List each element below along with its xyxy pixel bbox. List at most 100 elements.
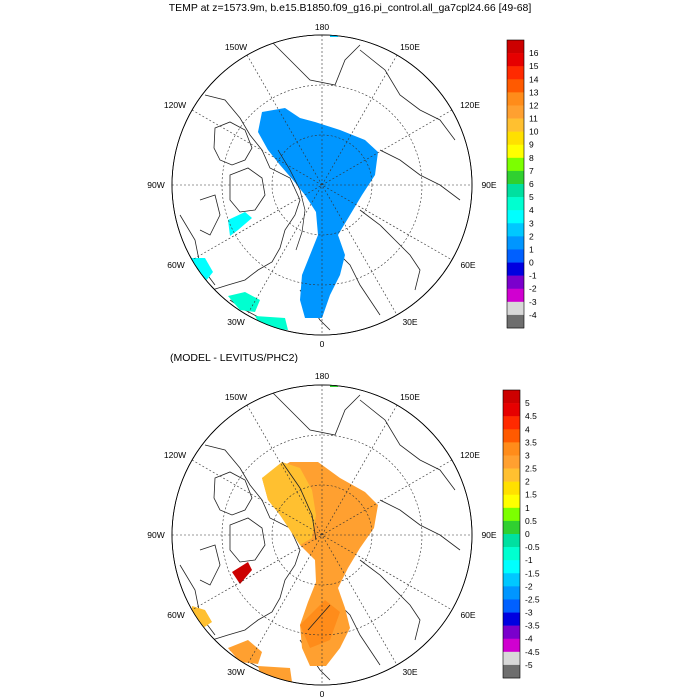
top-colorbar-label: 9: [529, 140, 534, 150]
top-colorbar-swatch: [507, 236, 524, 250]
top-colorbar-swatch: [507, 131, 524, 146]
top-colorbar-label: 16: [529, 48, 539, 58]
top-colorbar-swatch: [507, 105, 524, 119]
bottom-lon-30e: 30E: [402, 667, 417, 677]
bottom-colorbar-swatch: [503, 455, 520, 469]
bottom-irminger-field-b: [258, 666, 292, 682]
top-colorbar-swatch: [507, 249, 524, 263]
top-graticule: [172, 35, 472, 335]
bottom-colorbar-label: 1.5: [525, 490, 537, 500]
top-baffin-bay-field: [228, 212, 252, 236]
top-colorbar-label: -2: [529, 284, 537, 294]
top-colorbar-swatch: [507, 170, 524, 185]
bottom-colorbar-label: 2.5: [525, 464, 537, 474]
top-colorbar-swatch: [507, 314, 524, 329]
bottom-colorbar-swatch: [503, 651, 520, 666]
bottom-colorbar-swatch: [503, 534, 520, 548]
top-colorbar-label: -1: [529, 271, 537, 281]
bottom-canada-basin-warm-field: [262, 462, 316, 545]
top-lon-60w: 60W: [167, 260, 184, 270]
bottom-lon-150e: 150E: [400, 392, 420, 402]
bottom-colorbar-label: 4.5: [525, 411, 537, 421]
bottom-colorbar-label: -0.5: [525, 542, 540, 552]
top-colorbar-label: 1: [529, 244, 534, 254]
bottom-colorbar: 5 4.5 4 3.5 3 2.5 2 1.5 1 0.5 0 -0.5 -1 -1.5 -2 -2.5 -3 -…: [502, 389, 540, 679]
top-colorbar-label: 5: [529, 192, 534, 202]
bottom-lon-90w: 90W: [147, 530, 164, 540]
plot-title: TEMP at z=1573.9m, b.e15.B1850.f09_g16.p…: [168, 2, 532, 14]
bottom-colorbar-swatch: [503, 612, 520, 626]
bottom-polar-map: 180 150W 150E 120W 120E 90W 90E 60W 60E …: [147, 371, 497, 699]
top-colorbar-label: 0: [529, 258, 534, 268]
bottom-colorbar-label: 0.5: [525, 516, 537, 526]
top-colorbar-swatch: [507, 66, 524, 80]
top-colorbar-label: 2: [529, 231, 534, 241]
bottom-contour-a: [281, 461, 317, 541]
top-colorbar-label: -3: [529, 297, 537, 307]
bottom-colorbar-swatch: [503, 468, 520, 482]
bottom-colorbar-swatch: [503, 416, 520, 430]
top-irminger-field-b: [255, 316, 288, 330]
top-lon-0: 0: [320, 339, 325, 349]
bottom-colorbar-label: -2.5: [525, 594, 540, 604]
bottom-colorbar-label: -4.5: [525, 647, 540, 657]
bottom-norwegian-sea-field: [300, 600, 340, 648]
bottom-colorbar-swatch: [503, 638, 520, 653]
bottom-colorbar-label: 5: [525, 398, 530, 408]
top-colorbar-label: 11: [529, 114, 538, 124]
bottom-colorbar-swatch: [503, 507, 520, 522]
top-colorbar-label: 10: [529, 127, 539, 137]
top-colorbar-label: 7: [529, 166, 534, 176]
top-lon-60e: 60E: [460, 260, 475, 270]
bottom-lon-60w: 60W: [167, 610, 184, 620]
top-lon-180: 180: [315, 22, 329, 32]
bottom-baffin-bay-field: [232, 562, 252, 584]
bottom-colorbar-swatch: [503, 520, 520, 535]
bottom-colorbar-label: -1.5: [525, 568, 540, 578]
bottom-lon-150w: 150W: [225, 392, 247, 402]
top-colorbar-border: [506, 39, 525, 329]
bottom-lon-90e: 90E: [481, 530, 496, 540]
top-colorbar-label: 12: [529, 100, 539, 110]
top-colorbar-swatch: [507, 53, 524, 67]
top-colorbar-label: 8: [529, 153, 534, 163]
top-lon-120e: 120E: [460, 100, 480, 110]
bottom-lon-0: 0: [320, 689, 325, 699]
bottom-colorbar-label: 0: [525, 529, 530, 539]
bottom-colorbar-swatch: [503, 599, 520, 613]
bottom-colorbar-swatch: [503, 573, 520, 587]
top-arctic-ocean-field: [258, 108, 378, 318]
bottom-colorbar-swatch: [503, 403, 520, 417]
bottom-colorbar-swatch: [503, 429, 520, 443]
top-lon-30w: 30W: [227, 317, 244, 327]
top-colorbar-swatch: [507, 92, 524, 106]
bottom-lon-30w: 30W: [227, 667, 244, 677]
top-colorbar-swatch: [507, 144, 524, 159]
bottom-colorbar-swatch: [503, 586, 520, 600]
top-colorbar-swatch: [507, 197, 524, 211]
top-colorbar-swatch: [507, 184, 524, 198]
bottom-lon-60e: 60E: [460, 610, 475, 620]
bottom-graticule: [172, 385, 472, 685]
bottom-colorbar-label: 2: [525, 477, 530, 487]
top-colorbar-swatch: [507, 210, 524, 224]
top-lon-30e: 30E: [402, 317, 417, 327]
bottom-colorbar-label: -3: [525, 608, 533, 618]
top-colorbar-swatch: [507, 223, 524, 237]
top-colorbar-swatch: [507, 118, 524, 132]
top-colorbar-swatch: [507, 157, 524, 172]
bottom-colorbar-label: -4: [525, 634, 533, 644]
top-colorbar-label: -4: [529, 310, 537, 320]
top-irminger-field-a: [228, 292, 260, 312]
bottom-colorbar-label: 3: [525, 450, 530, 460]
top-colorbar-label: 3: [529, 218, 534, 228]
bottom-colorbar-label: -1: [525, 555, 533, 565]
bottom-irminger-field-a: [228, 640, 262, 664]
bottom-map-border: [171, 384, 473, 686]
bottom-lon-180: 180: [315, 371, 329, 381]
top-lon-150e: 150E: [400, 42, 420, 52]
top-colorbar-swatch: [507, 79, 524, 93]
top-lon-120w: 120W: [164, 100, 186, 110]
bottom-colorbar-label: 4: [525, 424, 530, 434]
bottom-colorbar-swatch: [503, 481, 520, 496]
